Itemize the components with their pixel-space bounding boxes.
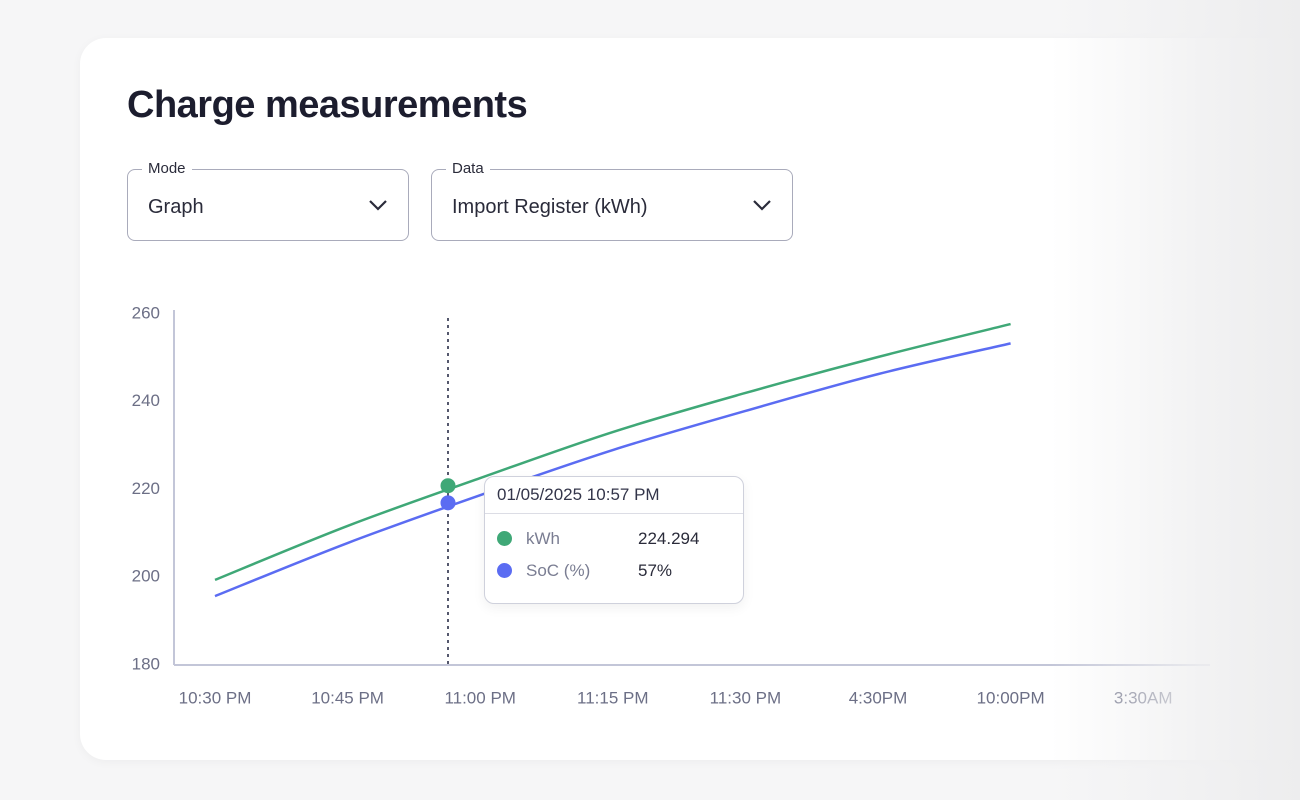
x-tick-label: 11:00 PM [444, 688, 516, 707]
x-tick-label: 3:30AM [1114, 688, 1173, 707]
series-line [214, 322, 1011, 582]
data-select[interactable]: Data Import Register (kWh) [431, 160, 793, 241]
tooltip-row: SoC (%) 57% [497, 561, 672, 581]
y-tick-label: 200 [132, 567, 160, 586]
mode-select[interactable]: Mode Graph [127, 160, 409, 241]
y-tick-label: 220 [132, 479, 160, 498]
field-value: Import Register (kWh) [452, 196, 648, 218]
tooltip-dot [497, 531, 512, 546]
x-tick-label: 11:30 PM [710, 688, 782, 707]
tooltip-name: kWh [526, 529, 560, 548]
chevron [369, 200, 387, 211]
hover-dot [440, 495, 456, 511]
chevron [753, 200, 771, 211]
x-tick-label: 10:45 PM [311, 688, 384, 707]
tooltip-title: 01/05/2025 10:57 PM [485, 477, 743, 514]
tooltip-row: kWh 224.294 [497, 529, 699, 549]
tooltip-value: 57% [638, 561, 673, 580]
y-tick-label: 180 [132, 654, 160, 673]
y-tick-label: 240 [132, 391, 160, 410]
x-tick-label: 4:30PM [849, 688, 908, 707]
field-value: Graph [148, 196, 204, 218]
tooltip-dot [497, 563, 512, 578]
tooltip-value: 224.294 [638, 529, 700, 548]
tooltip-name: SoC (%) [526, 561, 591, 580]
x-tick-label: 10:00PM [977, 688, 1045, 707]
field-label: Mode [142, 160, 192, 177]
tooltip: 01/05/2025 10:57 PM kWh 224.294 SoC (%) 57… [484, 476, 744, 604]
series-line [214, 342, 1011, 598]
title: Charge measurements [127, 84, 528, 126]
y-tick-label: 260 [132, 303, 160, 322]
field-label: Data [446, 160, 490, 177]
hover-dot [440, 478, 456, 494]
x-tick-label: 11:15 PM [577, 688, 649, 707]
x-tick-label: 10:30 PM [179, 688, 252, 707]
